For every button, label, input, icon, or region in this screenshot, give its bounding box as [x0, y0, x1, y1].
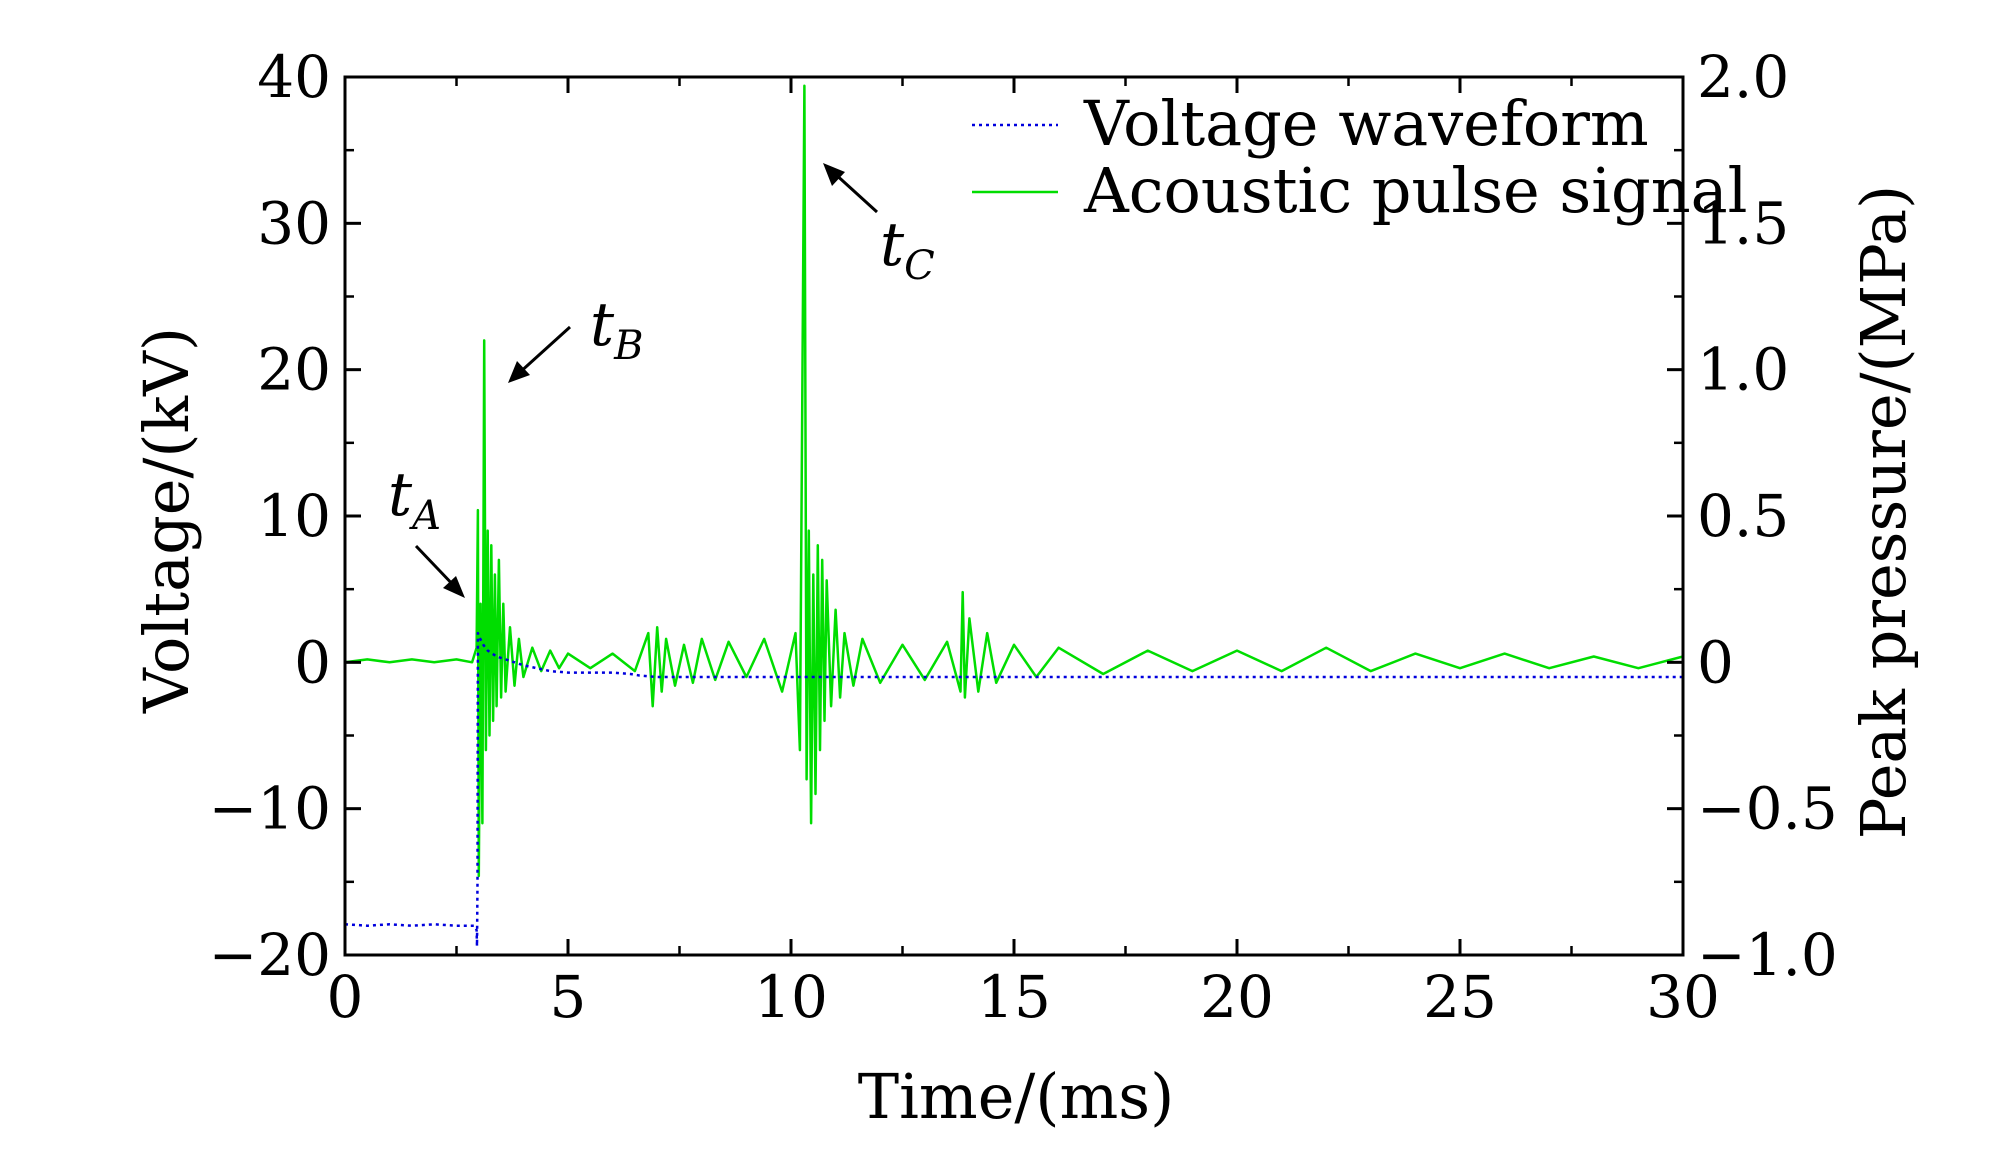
x-tick-label: 30: [1646, 963, 1720, 1031]
ticks-layer: [343, 75, 1685, 957]
x-axis-title: Time/(ms): [858, 1060, 1175, 1133]
x-tick-label: 15: [977, 963, 1051, 1031]
y-tick-label: 0: [294, 628, 331, 696]
x-tick-label: 20: [1200, 963, 1274, 1031]
annotation-tc: tC: [823, 163, 935, 289]
annotation-ta-sub: A: [408, 493, 441, 539]
annotation-tb: tB: [508, 290, 644, 383]
annotation-ta-arrowhead: [443, 576, 465, 598]
annotations-layer: tA tB tC: [388, 163, 935, 598]
annotation-tb-label: t: [590, 290, 615, 360]
y2-tick-label: 0: [1697, 628, 1734, 696]
y-tick-label: 20: [257, 336, 331, 404]
series-line-voltage: [344, 631, 1683, 948]
series-line-acoustic: [344, 84, 1684, 878]
y-tick-label: −20: [209, 921, 331, 989]
y2-axis-title: Peak pressure/(MPa): [1847, 185, 1920, 839]
annotation-tc-sub: C: [904, 243, 935, 289]
annotation-ta: tA: [388, 460, 465, 598]
legend: Voltage waveform Acoustic pulse signal: [972, 87, 1747, 227]
y-tick-label: 10: [257, 482, 331, 550]
annotation-tb-arrow: [516, 325, 572, 376]
svg-text:tC: tC: [880, 210, 935, 289]
annotation-tc-label: t: [880, 210, 905, 280]
legend-label-voltage: Voltage waveform: [1083, 87, 1649, 160]
annotation-tb-arrowhead: [508, 361, 530, 383]
y-tick-label: −10: [209, 775, 331, 843]
y2-tick-label: 0.5: [1697, 482, 1789, 550]
y2-tick-label: −1.0: [1697, 921, 1838, 989]
y-tick-label: 40: [257, 43, 331, 111]
y2-tick-label: 2.0: [1697, 43, 1789, 111]
y-axis-title: Voltage/(kV): [130, 327, 203, 714]
y2-tick-label: 1.5: [1697, 189, 1789, 257]
y2-tick-label: 1.0: [1697, 336, 1789, 404]
legend-label-acoustic: Acoustic pulse signal: [1083, 154, 1747, 227]
svg-text:tA: tA: [388, 460, 441, 539]
annotation-ta-label: t: [388, 460, 413, 530]
x-tick-label: 0: [327, 963, 364, 1031]
annotation-tc-arrowhead: [823, 163, 845, 186]
series-layer: [344, 84, 1684, 948]
annotation-tc-arrow: [831, 170, 879, 214]
svg-text:tB: tB: [590, 290, 644, 369]
x-tick-label: 5: [550, 963, 587, 1031]
y-tick-label: 30: [257, 189, 331, 257]
y2-tick-label: −0.5: [1697, 775, 1838, 843]
labels-layer: 0 5 10 15 20 25 30 −20 −10 0 10 20 30 40 −1.0 −0.5 0 0.5 1…: [209, 43, 1838, 1031]
annotation-tb-sub: B: [613, 323, 643, 369]
x-tick-label: 10: [754, 963, 828, 1031]
x-tick-label: 25: [1423, 963, 1497, 1031]
